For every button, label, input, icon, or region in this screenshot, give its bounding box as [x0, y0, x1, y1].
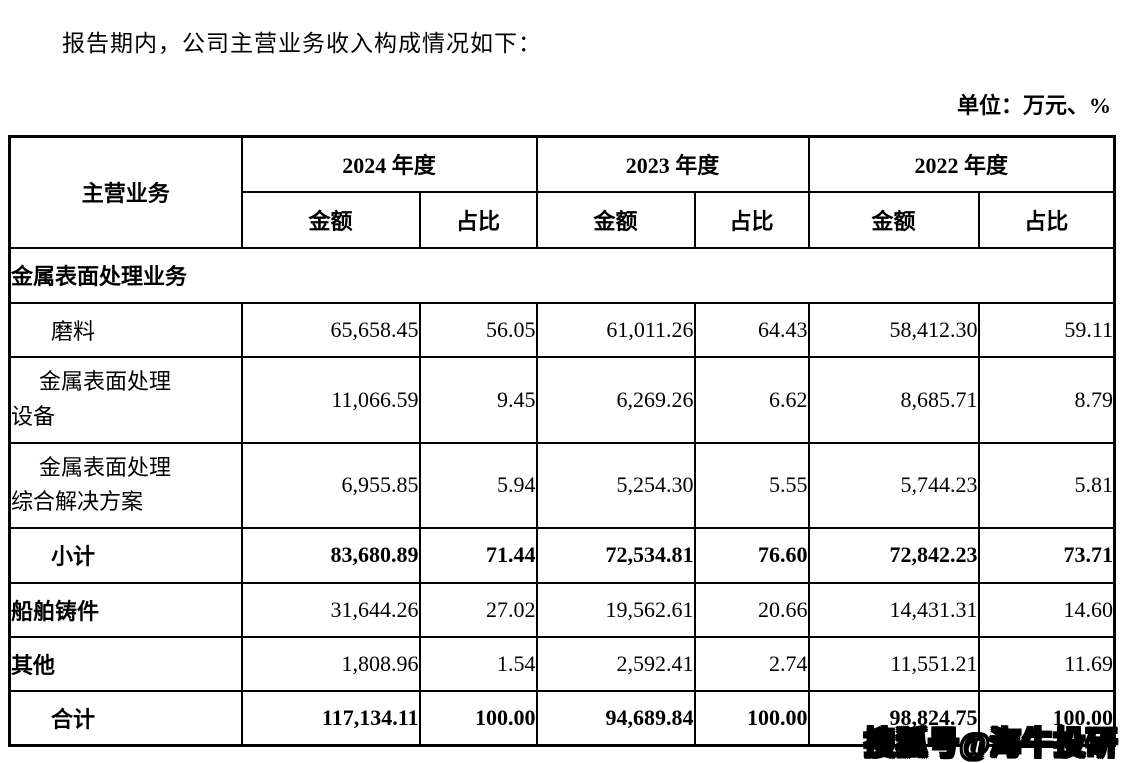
cell-2022-ratio: 8.79 — [977, 355, 1116, 444]
cell-2023-amount: 61,011.26 — [535, 301, 696, 358]
row-label-line1: 金属表面处理 — [39, 369, 172, 395]
subheader-amount-2023: 金额 — [535, 190, 696, 249]
cell-2022-amount: 98,824.75 — [807, 689, 980, 747]
row-label: 磨料 — [8, 301, 243, 358]
intro-paragraph: 报告期内，公司主营业务收入构成情况如下： — [62, 31, 542, 56]
row-label-line1: 金属表面处理 — [39, 454, 172, 480]
cell-2024-amount: 1,808.96 — [240, 635, 421, 692]
row-label-line2: 综合解决方案 — [11, 489, 144, 514]
subheader-ratio-2024: 占比 — [418, 190, 538, 249]
header-row-years: 主营业务 2024 年度 2023 年度 2022 年度 — [8, 135, 1116, 249]
table-row-abrasives: 磨料 65,658.45 56.05 61,011.26 64.43 58,41… — [8, 301, 1116, 358]
cell-2024-ratio: 1.54 — [418, 635, 538, 692]
cell-2023-amount: 6,269.26 — [535, 355, 696, 444]
cell-2024-ratio: 5.94 — [418, 441, 538, 529]
cell-2023-ratio: 2.74 — [693, 635, 810, 692]
cell-2022-amount: 11,551.21 — [807, 635, 980, 692]
cell-2022-ratio: 11.69 — [977, 635, 1116, 692]
cell-2022-amount: 5,744.23 — [807, 441, 980, 529]
cell-2023-ratio: 20.66 — [693, 581, 810, 638]
cell-2024-amount: 117,134.11 — [240, 689, 421, 747]
row-label: 船舶铸件 — [8, 581, 243, 638]
row-label: 其他 — [8, 635, 243, 692]
cell-2022-amount: 58,412.30 — [807, 301, 980, 358]
year-header-2023: 2023 年度 — [535, 135, 810, 193]
subheader-ratio-2022: 占比 — [977, 190, 1116, 249]
watermark: 搜狐号@海牛投研 — [863, 725, 1118, 762]
cell-2023-ratio: 76.60 — [693, 526, 810, 584]
cell-2024-amount: 11,066.59 — [240, 355, 421, 444]
cell-2023-ratio: 100.00 — [693, 689, 810, 747]
cell-2022-ratio: 73.71 — [977, 526, 1116, 584]
cell-2022-ratio: 14.60 — [977, 581, 1116, 638]
cell-2024-amount: 31,644.26 — [240, 581, 421, 638]
cell-2024-amount: 6,955.85 — [240, 441, 421, 529]
revenue-composition-table: 主营业务 2024 年度 2023 年度 2022 年度 金额 占比 金额 占比… — [8, 135, 1117, 747]
subheader-ratio-2023: 占比 — [693, 190, 810, 249]
header-row-subcolumns: 金额 占比 金额 占比 金额 占比 — [10, 190, 1116, 249]
document-page: { "page": { "intro_text": "报告期内，公司主营业务收入… — [0, 24, 1121, 763]
section-label: 金属表面处理业务 — [8, 246, 1116, 304]
cell-2024-amount: 65,658.45 — [240, 301, 421, 358]
cell-2023-amount: 19,562.61 — [535, 581, 696, 638]
row-label: 金属表面处理 综合解决方案 — [8, 441, 243, 529]
cell-2023-amount: 2,592.41 — [535, 635, 696, 692]
row-label: 小计 — [8, 526, 243, 584]
corner-header: 主营业务 — [8, 135, 243, 249]
cell-2022-amount: 14,431.31 — [807, 581, 980, 638]
table-row-subtotal: 小计 83,680.89 71.44 72,534.81 76.60 72,84… — [8, 526, 1116, 584]
subheader-amount-2024: 金额 — [240, 190, 421, 249]
cell-2023-amount: 5,254.30 — [535, 441, 696, 529]
cell-2023-ratio: 6.62 — [693, 355, 810, 444]
row-label: 合计 — [8, 689, 243, 747]
cell-2023-ratio: 5.55 — [693, 441, 810, 529]
year-header-2022: 2022 年度 — [807, 135, 1116, 193]
unit-label: 单位：万元、% — [956, 93, 1111, 118]
cell-2022-amount: 72,842.23 — [807, 526, 980, 584]
table-row-equipment: 金属表面处理 设备 11,066.59 9.45 6,269.26 6.62 8… — [8, 355, 1116, 444]
table-row-ship-castings: 船舶铸件 31,644.26 27.02 19,562.61 20.66 14,… — [8, 581, 1116, 638]
cell-2024-amount: 83,680.89 — [240, 526, 421, 584]
year-header-2024: 2024 年度 — [240, 135, 538, 193]
subheader-amount-2022: 金额 — [807, 190, 980, 249]
cell-2022-ratio: 59.11 — [977, 301, 1116, 358]
cell-2024-ratio: 100.00 — [418, 689, 538, 747]
row-label: 金属表面处理 设备 — [8, 355, 243, 444]
cell-2023-amount: 94,689.84 — [535, 689, 696, 747]
table-row-others: 其他 1,808.96 1.54 2,592.41 2.74 11,551.21… — [8, 635, 1116, 692]
cell-2024-ratio: 56.05 — [418, 301, 538, 358]
section-row-metal-surface: 金属表面处理业务 — [8, 246, 1116, 304]
row-label-line2: 设备 — [11, 403, 56, 429]
cell-2024-ratio: 9.45 — [418, 355, 538, 444]
cell-2024-ratio: 71.44 — [418, 526, 538, 584]
cell-2022-ratio: 5.81 — [977, 441, 1116, 529]
cell-2024-ratio: 27.02 — [418, 581, 538, 638]
cell-2022-amount: 8,685.71 — [807, 355, 980, 444]
table-row-solutions: 金属表面处理 综合解决方案 6,955.85 5.94 5,254.30 5.5… — [8, 441, 1116, 529]
cell-2023-ratio: 64.43 — [693, 301, 810, 358]
cell-2023-amount: 72,534.81 — [535, 526, 696, 584]
